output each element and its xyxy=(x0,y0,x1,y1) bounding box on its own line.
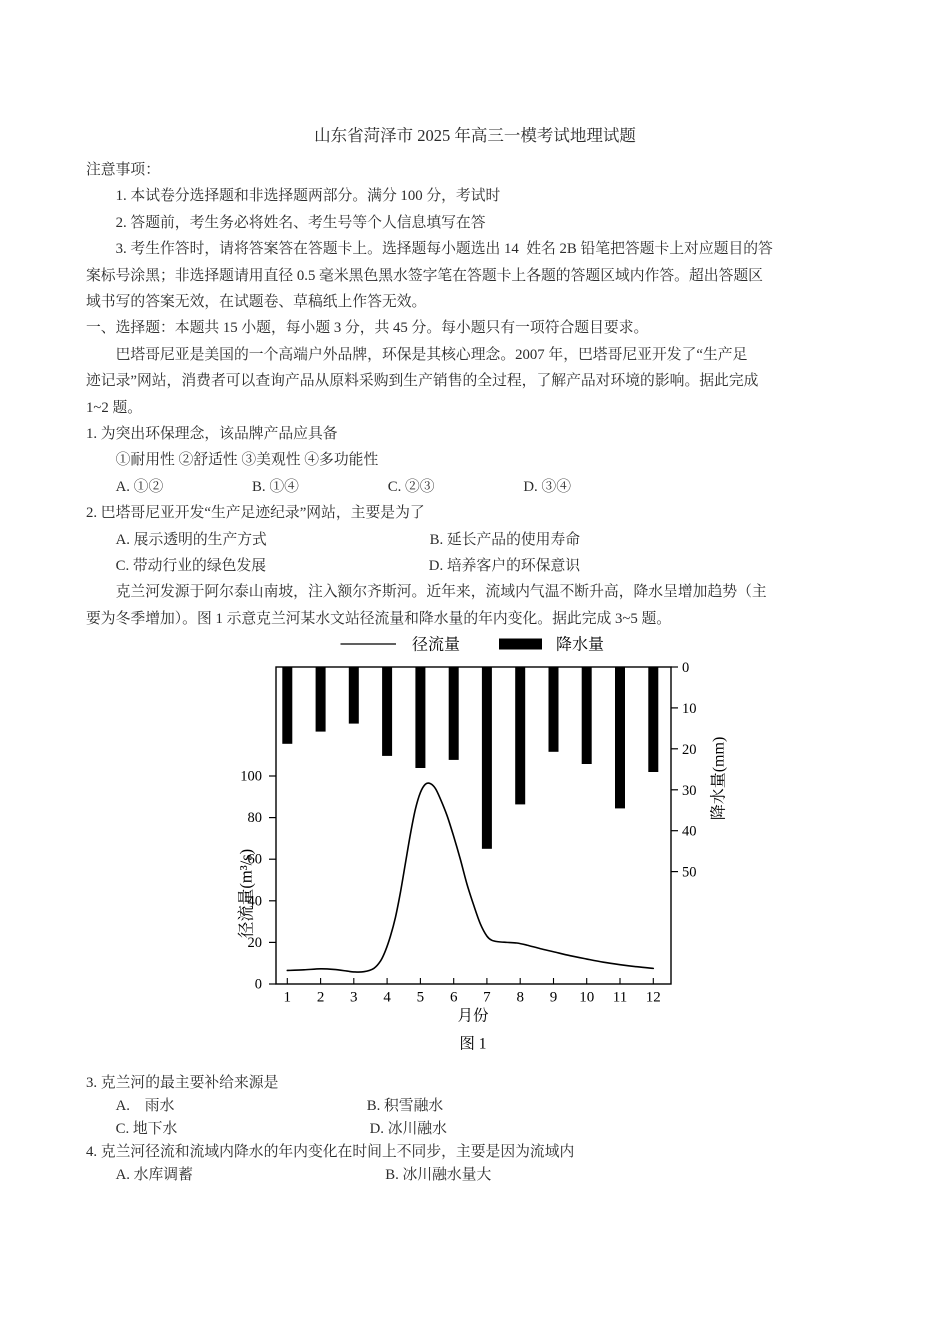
svg-text:1: 1 xyxy=(284,990,292,1006)
svg-text:5: 5 xyxy=(417,990,425,1006)
svg-text:径流量: 径流量 xyxy=(412,636,460,654)
svg-text:7: 7 xyxy=(483,990,491,1006)
svg-text:月份: 月份 xyxy=(457,1007,489,1025)
svg-text:80: 80 xyxy=(248,810,263,826)
svg-text:0: 0 xyxy=(682,660,689,676)
svg-text:径流量(m³/s): 径流量(m³/s) xyxy=(237,849,256,938)
svg-text:12: 12 xyxy=(646,990,661,1006)
svg-text:10: 10 xyxy=(579,990,594,1006)
svg-text:50: 50 xyxy=(682,865,697,881)
svg-text:降水量: 降水量 xyxy=(556,636,604,654)
svg-text:9: 9 xyxy=(550,990,558,1006)
svg-text:图 1: 图 1 xyxy=(459,1035,486,1053)
svg-text:3: 3 xyxy=(350,990,358,1006)
svg-text:11: 11 xyxy=(613,990,627,1006)
svg-text:10: 10 xyxy=(682,701,697,717)
svg-text:8: 8 xyxy=(516,990,524,1006)
svg-text:6: 6 xyxy=(450,990,458,1006)
svg-text:30: 30 xyxy=(682,783,697,799)
svg-text:2: 2 xyxy=(317,990,325,1006)
svg-text:20: 20 xyxy=(682,742,697,758)
svg-text:降水量(mm): 降水量(mm) xyxy=(710,737,728,821)
svg-text:4: 4 xyxy=(383,990,391,1006)
svg-text:0: 0 xyxy=(255,977,262,993)
svg-text:100: 100 xyxy=(240,769,262,785)
svg-text:40: 40 xyxy=(682,824,697,840)
